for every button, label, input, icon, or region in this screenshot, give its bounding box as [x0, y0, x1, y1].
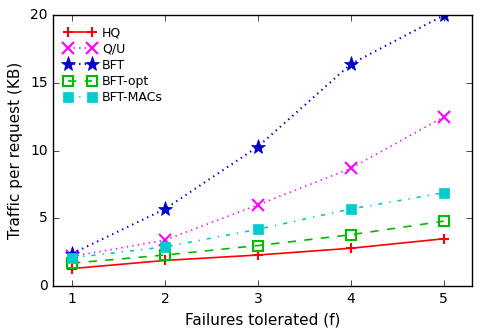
BFT: [441, 13, 447, 17]
Line: BFT: BFT: [64, 8, 451, 261]
BFT: [69, 252, 75, 256]
BFT-opt: [348, 233, 354, 237]
BFT-opt: [162, 253, 168, 257]
BFT-opt: [255, 244, 261, 248]
Q/U: [348, 166, 354, 170]
HQ: [441, 237, 447, 241]
BFT-MACs: [69, 256, 75, 260]
Q/U: [441, 115, 447, 119]
BFT: [255, 145, 261, 149]
Line: HQ: HQ: [67, 234, 449, 274]
Legend: HQ, Q/U, BFT, BFT-opt, BFT-MACs: HQ, Q/U, BFT, BFT-opt, BFT-MACs: [60, 22, 168, 109]
Line: BFT-MACs: BFT-MACs: [67, 188, 449, 263]
Y-axis label: Traffic per request (KB): Traffic per request (KB): [8, 62, 24, 239]
HQ: [162, 258, 168, 262]
HQ: [69, 266, 75, 270]
Line: BFT-opt: BFT-opt: [67, 216, 449, 268]
Q/U: [255, 203, 261, 207]
Q/U: [69, 254, 75, 258]
Q/U: [162, 238, 168, 242]
BFT: [162, 207, 168, 211]
BFT-MACs: [255, 227, 261, 231]
BFT-MACs: [348, 207, 354, 211]
HQ: [255, 253, 261, 257]
BFT-MACs: [441, 191, 447, 195]
Line: Q/U: Q/U: [67, 111, 449, 262]
BFT-opt: [441, 219, 447, 223]
BFT-MACs: [162, 245, 168, 249]
HQ: [348, 246, 354, 250]
BFT-opt: [69, 261, 75, 265]
BFT: [348, 62, 354, 66]
X-axis label: Failures tolerated (f): Failures tolerated (f): [185, 313, 340, 328]
